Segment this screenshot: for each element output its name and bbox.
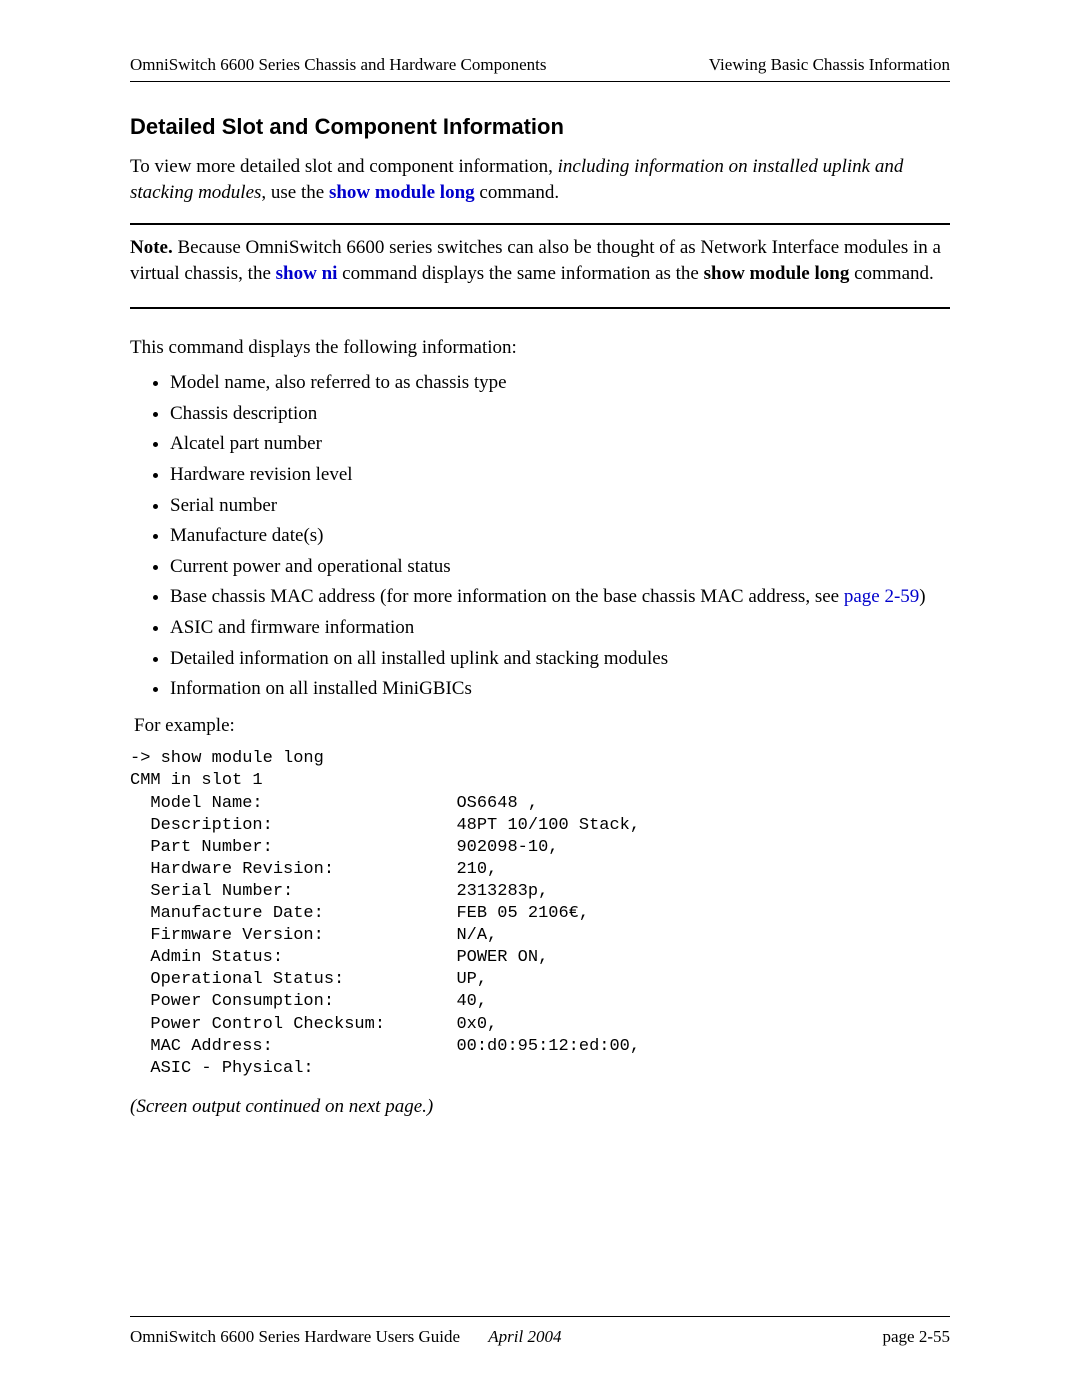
list-item: Hardware revision level xyxy=(170,462,950,489)
displays-intro: This command displays the following info… xyxy=(130,335,950,361)
terminal-output: -> show module long CMM in slot 1 Model … xyxy=(130,748,950,1079)
list-item: Information on all installed MiniGBICs xyxy=(170,676,950,703)
footer-left: OmniSwitch 6600 Series Hardware Users Gu… xyxy=(130,1327,561,1347)
intro-post: command. xyxy=(475,182,559,203)
list-item: Base chassis MAC address (for more infor… xyxy=(170,584,950,611)
header-left: OmniSwitch 6600 Series Chassis and Hardw… xyxy=(130,55,546,75)
footer-page: page 2-55 xyxy=(882,1327,950,1347)
note-text3: command. xyxy=(849,263,933,284)
example-label: For example: xyxy=(134,713,950,739)
note-bold-cmd: show module long xyxy=(704,263,850,284)
intro-mid: , use the xyxy=(261,182,329,203)
list-item: Detailed information on all installed up… xyxy=(170,646,950,673)
header-right: Viewing Basic Chassis Information xyxy=(709,55,950,75)
show-ni-link[interactable]: show ni xyxy=(276,263,338,284)
show-module-long-link[interactable]: show module long xyxy=(329,182,475,203)
running-header: OmniSwitch 6600 Series Chassis and Hardw… xyxy=(130,55,950,82)
list-item: ASIC and firmware information xyxy=(170,615,950,642)
running-footer: OmniSwitch 6600 Series Hardware Users Gu… xyxy=(130,1316,950,1347)
info-bullet-list: Model name, also referred to as chassis … xyxy=(130,370,950,703)
list-item: Serial number xyxy=(170,493,950,520)
note-text2: command displays the same information as… xyxy=(337,263,703,284)
mac-post: ) xyxy=(919,586,925,607)
note-label: Note. xyxy=(130,237,173,258)
continued-note: (Screen output continued on next page.) xyxy=(130,1094,950,1120)
intro-pre: To view more detailed slot and component… xyxy=(130,156,558,177)
section-title: Detailed Slot and Component Information xyxy=(130,114,950,140)
intro-paragraph: To view more detailed slot and component… xyxy=(130,154,950,205)
list-item: Model name, also referred to as chassis … xyxy=(170,370,950,397)
list-item: Current power and operational status xyxy=(170,554,950,581)
page-2-59-link[interactable]: page 2-59 xyxy=(844,586,919,607)
page-content: Detailed Slot and Component Information … xyxy=(130,82,950,1316)
list-item: Manufacture date(s) xyxy=(170,523,950,550)
footer-date: April 2004 xyxy=(488,1327,561,1346)
mac-pre: Base chassis MAC address (for more infor… xyxy=(170,586,844,607)
note-text: Note. Because OmniSwitch 6600 series swi… xyxy=(130,235,950,286)
list-item: Chassis description xyxy=(170,401,950,428)
note-block: Note. Because OmniSwitch 6600 series swi… xyxy=(130,223,950,308)
list-item: Alcatel part number xyxy=(170,431,950,458)
footer-guide: OmniSwitch 6600 Series Hardware Users Gu… xyxy=(130,1327,460,1346)
